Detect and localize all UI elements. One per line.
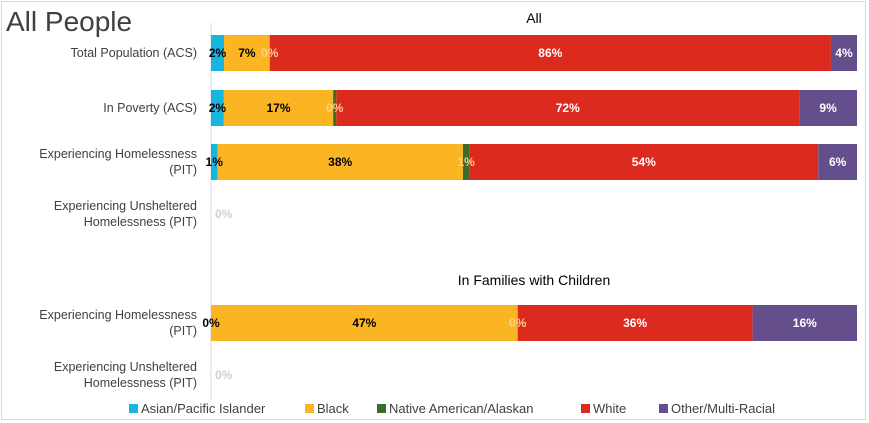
legend-label: Other/Multi-Racial: [671, 401, 775, 416]
bar-segment: [517, 305, 753, 341]
bar-segment: [269, 35, 831, 71]
data-label: 4%: [835, 46, 853, 60]
data-label: 0%: [215, 368, 233, 382]
data-label: 1%: [206, 155, 224, 169]
bar-segment: [211, 90, 224, 126]
legend-label: Native American/Alaskan: [389, 401, 534, 416]
row-label: Total Population (ACS): [71, 46, 197, 60]
row-label: Experiencing Unsheltered: [54, 360, 197, 374]
data-label: 86%: [538, 46, 562, 60]
legend-label: White: [593, 401, 626, 416]
bar-segment: [830, 35, 857, 71]
bar-segment: [224, 35, 270, 71]
data-label: 0%: [326, 101, 344, 115]
bar-segment: [336, 90, 800, 126]
bar-segment: [217, 144, 463, 180]
data-label: 0%: [509, 316, 527, 330]
legend-swatch: [305, 404, 314, 413]
bar-segment: [818, 144, 857, 180]
data-label: 6%: [829, 155, 847, 169]
legend-label: Asian/Pacific Islander: [141, 401, 266, 416]
data-label: 38%: [328, 155, 352, 169]
row-label: (PIT): [169, 163, 197, 177]
data-label: 17%: [266, 101, 290, 115]
row-label: Experiencing Unsheltered: [54, 199, 197, 213]
data-label: 7%: [238, 46, 256, 60]
data-label: 9%: [819, 101, 837, 115]
bar-segment: [223, 90, 334, 126]
page-title: All People: [6, 6, 133, 37]
data-label: 0%: [215, 207, 233, 221]
legend-swatch: [129, 404, 138, 413]
bar-segment: [211, 305, 518, 341]
data-label: 1%: [457, 155, 475, 169]
data-label: 16%: [793, 316, 817, 330]
data-label: 0%: [261, 46, 279, 60]
section-title: In Families with Children: [458, 272, 611, 288]
legend-swatch: [581, 404, 590, 413]
row-label: Experiencing Homelessness: [39, 308, 197, 322]
legend-swatch: [377, 404, 386, 413]
row-label: (PIT): [169, 324, 197, 338]
row-label: In Poverty (ACS): [103, 101, 197, 115]
data-label: 72%: [556, 101, 580, 115]
section-title: All: [526, 10, 542, 26]
bar-segment: [211, 35, 225, 71]
bar-segment: [462, 144, 470, 180]
bar-segment: [469, 144, 819, 180]
data-label: 36%: [623, 316, 647, 330]
bar-segment: [752, 305, 857, 341]
row-label: Homelessness (PIT): [84, 376, 197, 390]
legend-swatch: [659, 404, 668, 413]
data-label: 2%: [209, 46, 227, 60]
row-label: Homelessness (PIT): [84, 215, 197, 229]
data-label: 54%: [632, 155, 656, 169]
bar-segment: [211, 144, 218, 180]
data-label: 0%: [202, 316, 220, 330]
data-label: 47%: [352, 316, 376, 330]
legend-label: Black: [317, 401, 349, 416]
bar-segment: [799, 90, 857, 126]
row-label: Experiencing Homelessness: [39, 147, 197, 161]
bar-segment: [333, 90, 337, 126]
data-label: 2%: [209, 101, 227, 115]
